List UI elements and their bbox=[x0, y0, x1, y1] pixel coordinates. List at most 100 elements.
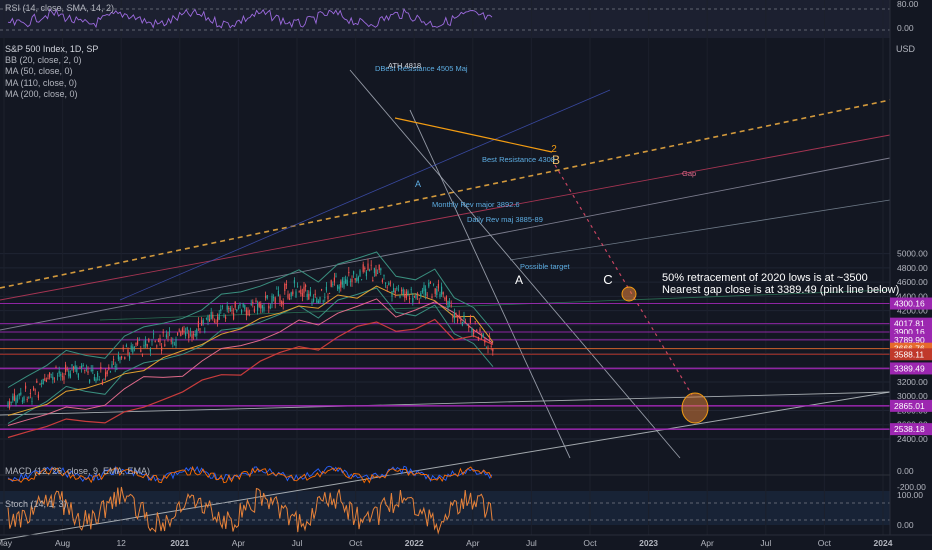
candle-body bbox=[79, 367, 81, 369]
candle-body bbox=[351, 279, 353, 283]
candle-body bbox=[145, 340, 147, 346]
candle-body bbox=[193, 334, 195, 336]
candle-body bbox=[223, 316, 225, 318]
candle-body bbox=[65, 364, 67, 372]
candle-body bbox=[140, 349, 142, 352]
candle-body bbox=[370, 264, 372, 266]
y-sub-tick-label: 0.00 bbox=[897, 520, 914, 530]
candle-body bbox=[476, 329, 478, 332]
candle-body bbox=[133, 347, 135, 348]
price-tag-label: 4017.81 bbox=[894, 319, 925, 329]
macd-line bbox=[7, 465, 493, 483]
candle-body bbox=[421, 290, 423, 293]
candle-body bbox=[362, 264, 364, 272]
ma50-legend: MA (50, close, 0) bbox=[5, 66, 73, 76]
candle-body bbox=[49, 372, 51, 378]
candle-body bbox=[237, 307, 239, 309]
candle-body bbox=[402, 289, 404, 295]
candle-body bbox=[361, 279, 363, 281]
y-sub-tick-label: 80.00 bbox=[897, 0, 919, 9]
candle-body bbox=[114, 365, 116, 368]
support-trendline bbox=[0, 391, 891, 416]
candle-body bbox=[185, 332, 187, 337]
candle-body bbox=[300, 289, 302, 294]
candle-body bbox=[101, 381, 103, 385]
candle-body bbox=[281, 301, 283, 304]
candle-body bbox=[268, 305, 270, 309]
candle-body bbox=[12, 396, 14, 401]
candle-body bbox=[93, 376, 95, 381]
candle-body bbox=[305, 284, 307, 288]
candle-body bbox=[442, 292, 444, 295]
candle-body bbox=[132, 346, 134, 353]
candle-body bbox=[444, 298, 446, 300]
x-tick-label: Apr bbox=[701, 538, 714, 548]
candle-body bbox=[212, 314, 214, 319]
candle-body bbox=[420, 293, 422, 297]
candle-body bbox=[100, 366, 102, 369]
candle-body bbox=[7, 402, 9, 406]
ma110-legend: MA (110, close, 0) bbox=[5, 78, 77, 88]
candle-body bbox=[356, 277, 358, 282]
candle-body bbox=[345, 279, 347, 284]
candle-body bbox=[317, 300, 319, 304]
candle-body bbox=[172, 341, 174, 344]
candle-body bbox=[450, 305, 452, 307]
candle-body bbox=[461, 321, 463, 326]
candle-body bbox=[271, 295, 273, 304]
candle-body bbox=[434, 288, 436, 294]
candle-body bbox=[52, 376, 54, 380]
candle-body bbox=[210, 312, 212, 320]
candle-body bbox=[324, 296, 326, 298]
wave-label: 2 bbox=[551, 144, 557, 155]
candle-body bbox=[233, 313, 235, 320]
candle-body bbox=[353, 271, 355, 275]
candle-body bbox=[162, 331, 164, 334]
candle-body bbox=[197, 321, 199, 327]
candle-body bbox=[386, 286, 388, 288]
candle-body bbox=[76, 367, 78, 373]
candle-body bbox=[338, 286, 340, 290]
candle-body bbox=[17, 399, 19, 401]
candle-body bbox=[253, 308, 255, 312]
candle-body bbox=[260, 303, 262, 309]
candle-body bbox=[485, 346, 487, 348]
candle-body bbox=[167, 336, 169, 338]
x-tick-label: 12 bbox=[116, 538, 126, 548]
candle-body bbox=[207, 315, 209, 321]
candle-body bbox=[213, 320, 215, 322]
candle-body bbox=[285, 283, 287, 286]
candle-body bbox=[153, 333, 155, 335]
candle-body bbox=[194, 334, 196, 336]
candle-body bbox=[449, 301, 451, 303]
fan-line-1 bbox=[349, 69, 681, 459]
candle-body bbox=[380, 268, 382, 271]
candle-body bbox=[242, 302, 244, 307]
candle-body bbox=[463, 315, 465, 320]
candle-body bbox=[173, 344, 175, 346]
blue-fan-line bbox=[119, 89, 611, 301]
candle-body bbox=[151, 340, 153, 342]
candle-body bbox=[26, 399, 28, 401]
candle-body bbox=[292, 291, 294, 295]
candle-body bbox=[287, 294, 289, 299]
candle-body bbox=[186, 327, 188, 331]
price-tag-bg bbox=[890, 399, 932, 412]
x-tick-label: Oct bbox=[818, 538, 832, 548]
candle-body bbox=[279, 296, 281, 303]
candle-body bbox=[189, 331, 191, 333]
candle-body bbox=[274, 297, 276, 304]
chart-text: Gap bbox=[682, 169, 696, 178]
candle-body bbox=[95, 378, 97, 382]
candle-body bbox=[329, 293, 331, 294]
macd-legend: MACD (12, 26, close, 9, EMA, EMA) bbox=[5, 466, 151, 476]
candle-body bbox=[348, 271, 350, 274]
candle-body bbox=[340, 281, 342, 288]
y-tick-label: 4600.00 bbox=[897, 277, 928, 287]
candle-body bbox=[301, 293, 303, 297]
ma110-line bbox=[7, 298, 494, 426]
candle-body bbox=[357, 276, 359, 281]
candle-body bbox=[124, 356, 126, 359]
candle-body bbox=[13, 393, 15, 401]
